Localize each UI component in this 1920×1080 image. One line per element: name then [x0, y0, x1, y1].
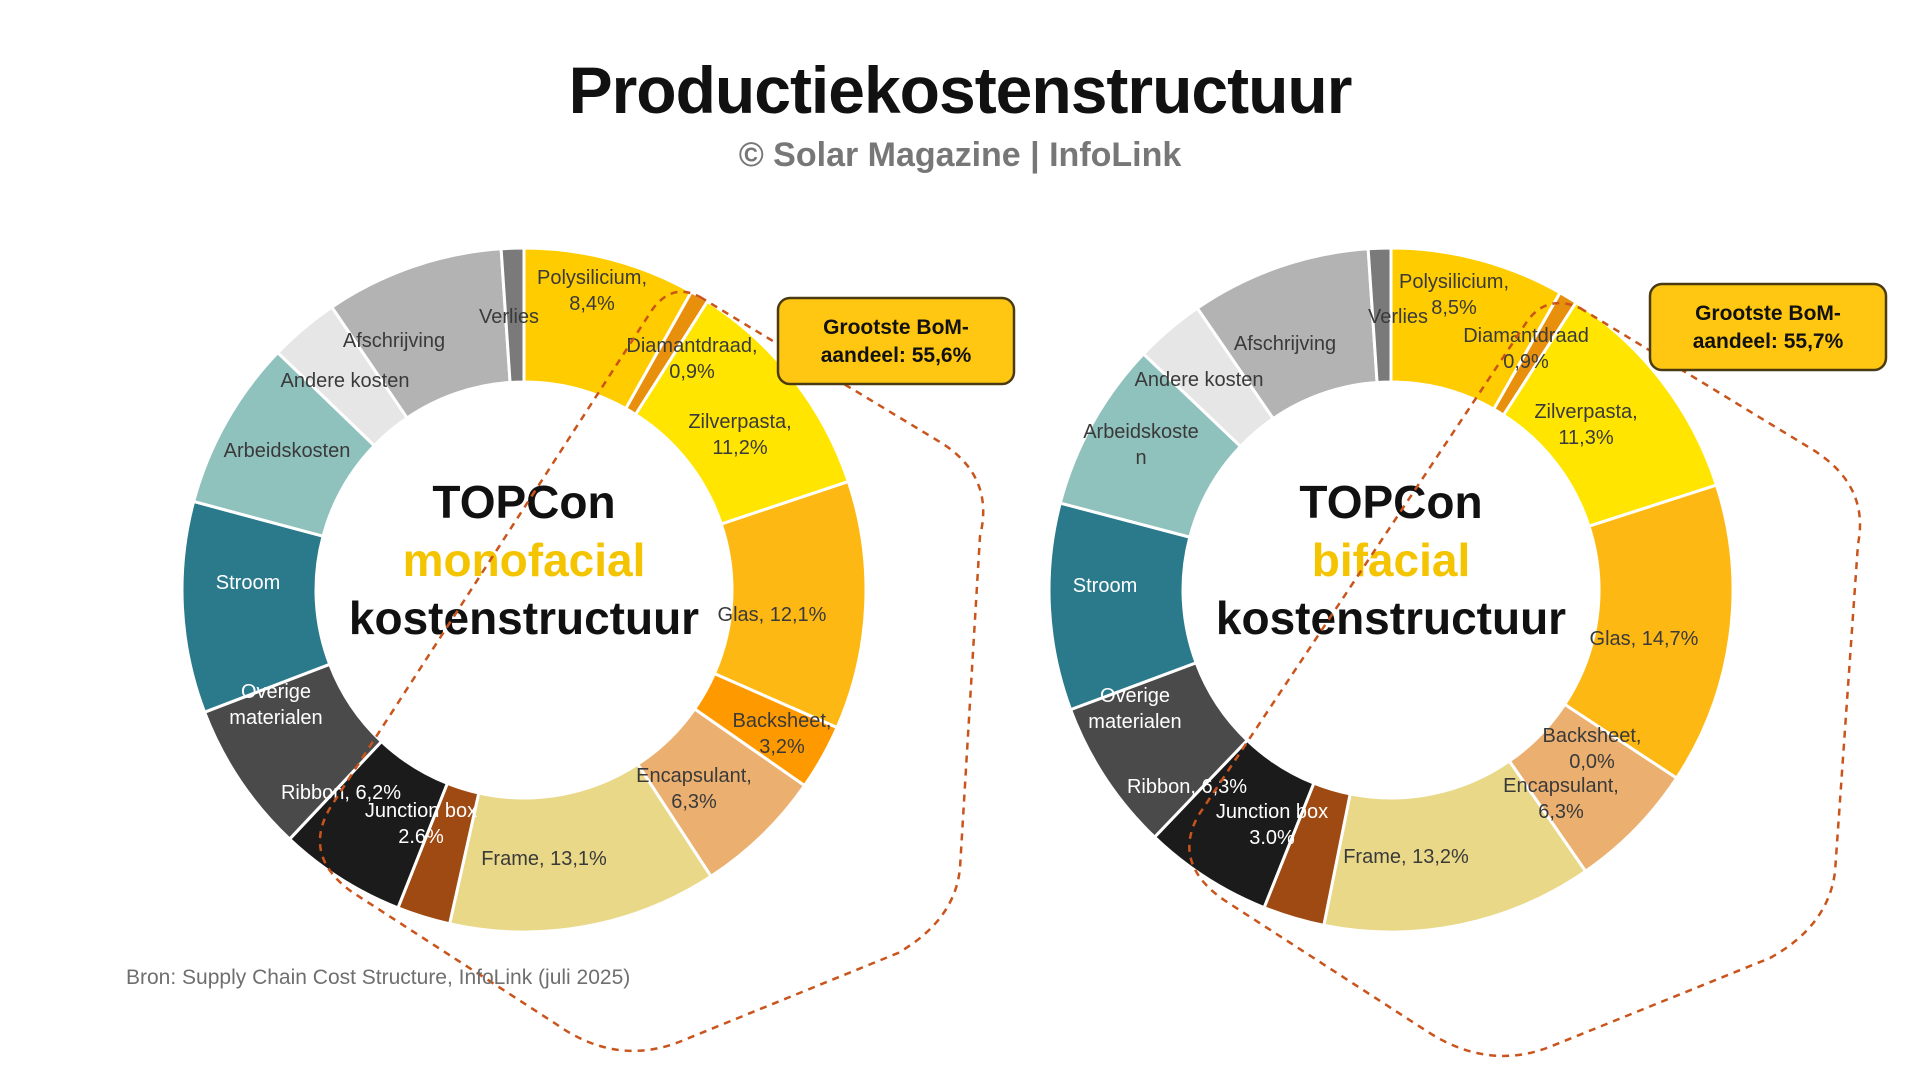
slice-label-stroom: Stroom — [216, 572, 280, 594]
donut-chart-monofacial: TOPCon monofacial kostenstructuur Polysilic… — [180, 246, 1016, 1053]
slice-verlies — [1366, 246, 1393, 385]
slice-label-afschrijving: Afschrijving — [343, 330, 445, 352]
slice-label-frame: Frame, 13,1% — [481, 848, 607, 870]
slice-label-ribbon: Ribbon, 6,3% — [1127, 776, 1247, 798]
center-title-line1: TOPCon — [1299, 476, 1482, 528]
center-title-line3: kostenstructuur — [1216, 592, 1566, 644]
slice-label-glas: Glas, 12,1% — [718, 604, 827, 626]
donut-hole — [317, 383, 731, 797]
slice-label-polysilicium: Polysilicium, 8,4% — [537, 267, 647, 315]
bom-callout-line1: Grootste BoM- — [823, 316, 969, 339]
slice-label-zilverpasta: Zilverpasta, 11,2% — [688, 411, 791, 459]
slice-label-stroom: Stroom — [1073, 575, 1137, 597]
slice-verlies — [499, 246, 526, 385]
slice-label-overige-materialen: Overige materialen — [229, 681, 322, 729]
bom-dashed-outline — [318, 290, 985, 1053]
bom-callout-box — [776, 296, 1016, 386]
center-title-line2: monofacial — [403, 534, 646, 586]
bom-callout-line1: Grootste BoM- — [1695, 302, 1841, 325]
bom-callout-line2: aandeel: 55,7% — [1693, 330, 1844, 353]
page-subtitle: © Solar Magazine | InfoLink — [738, 136, 1182, 174]
slice-label-backsheet: Backsheet, 3,2% — [733, 710, 832, 758]
bom-callout-line2: aandeel: 55,6% — [821, 344, 972, 367]
source-note: Bron: Supply Chain Cost Structure, InfoL… — [126, 966, 631, 989]
center-title-line3: kostenstructuur — [349, 592, 699, 644]
slice-label-afschrijving: Afschrijving — [1234, 333, 1336, 355]
slice-label-diamantdraad: Diamantdraad 0,9% — [1463, 325, 1589, 373]
slice-label-frame: Frame, 13,2% — [1343, 846, 1469, 868]
slice-label-arbeidskosten: Arbeidskosten — [224, 440, 351, 462]
slice-label-junction-box: Junction box 3.0% — [1216, 801, 1328, 849]
slice-label-polysilicium: Polysilicium, 8,5% — [1399, 271, 1509, 319]
slice-label-andere-kosten: Andere kosten — [281, 370, 410, 392]
bom-callout-box — [1648, 282, 1888, 372]
donut-hole — [1184, 383, 1598, 797]
slice-label-encapsulant: Encapsulant, 6,3% — [636, 765, 752, 813]
slice-label-encapsulant: Encapsulant, 6,3% — [1503, 775, 1619, 823]
center-title-line1: TOPCon — [432, 476, 615, 528]
slice-label-backsheet: Backsheet, 0,0% — [1543, 725, 1642, 773]
slice-label-ribbon: Ribbon, 6,2% — [281, 782, 401, 804]
slice-label-overige-materialen: Overige materialen — [1088, 685, 1181, 733]
slice-label-verlies: Verlies — [479, 306, 539, 328]
slice-label-zilverpasta: Zilverpasta, 11,3% — [1534, 401, 1637, 449]
slice-label-glas: Glas, 14,7% — [1590, 628, 1699, 650]
slice-label-verlies: Verlies — [1368, 306, 1428, 328]
slice-label-diamantdraad: Diamantdraad, 0,9% — [626, 335, 757, 383]
slice-label-junction-box: Junction box 2.6% — [365, 800, 477, 848]
donut-chart-bifacial: TOPCon bifacial kostenstructuur Polysiliciu… — [1047, 246, 1888, 1058]
center-title-line2: bifacial — [1312, 534, 1471, 586]
page-title: Productiekostenstructuur — [568, 53, 1353, 127]
slice-label-andere-kosten: Andere kosten — [1135, 369, 1264, 391]
